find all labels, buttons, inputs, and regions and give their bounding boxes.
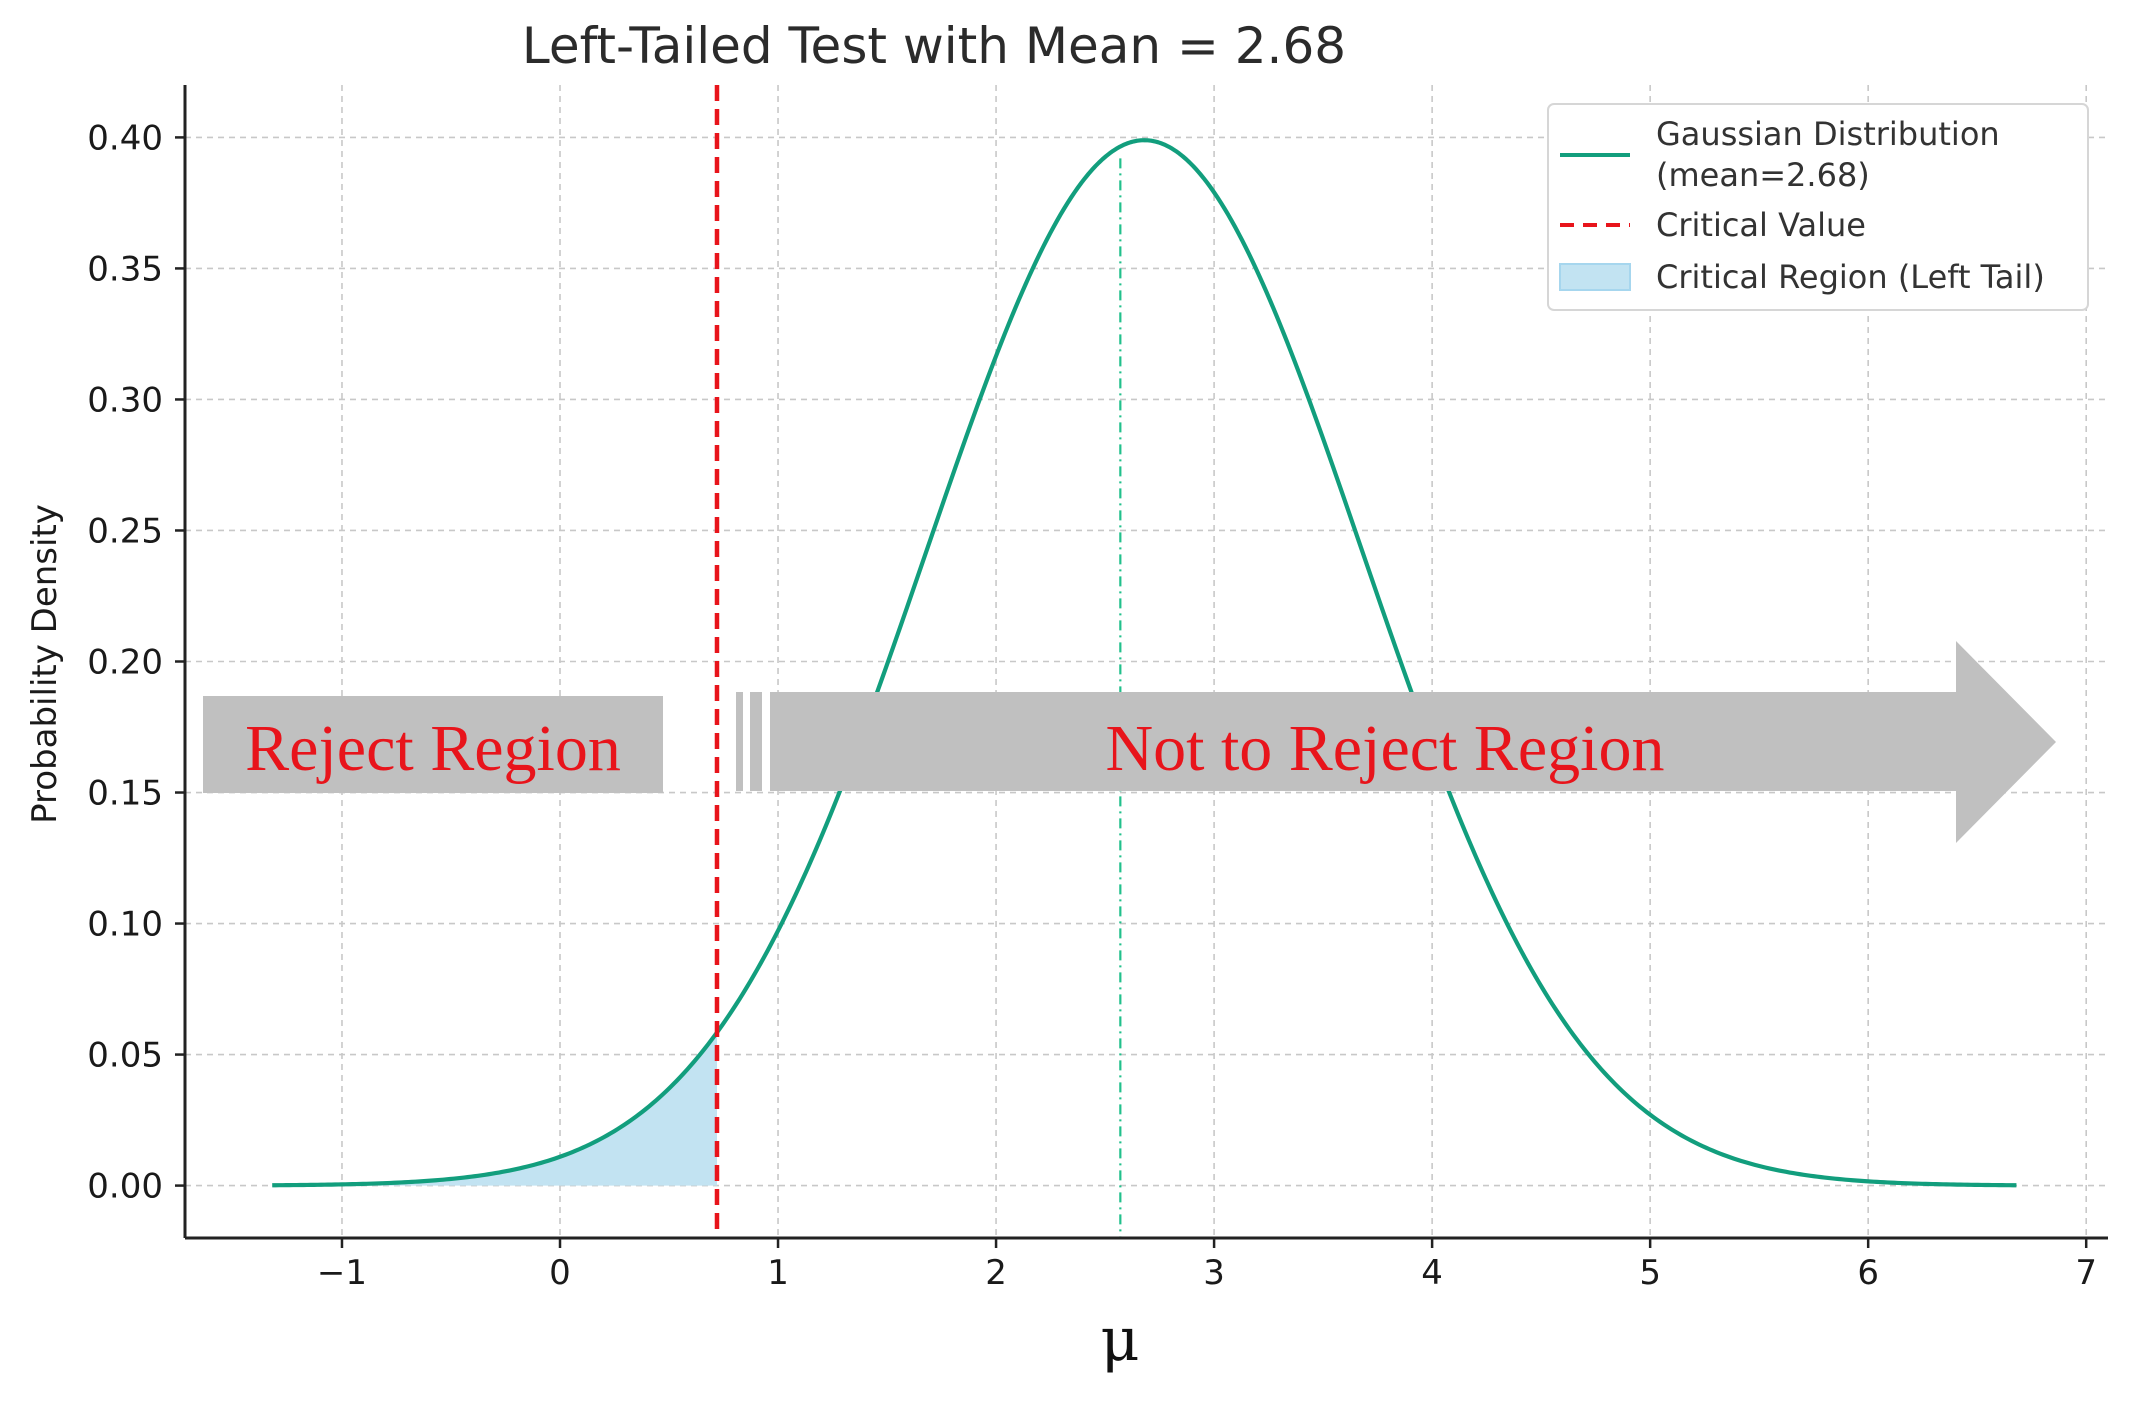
x-tick-label: 0: [549, 1253, 571, 1293]
y-tick-label: 0.10: [87, 905, 163, 945]
legend-frame: [1547, 103, 2089, 311]
arrow-stripe-1: [736, 692, 743, 791]
x-tick-label: 6: [1857, 1253, 1879, 1293]
region-annotations: Reject Region Not to Reject Region: [203, 641, 2056, 843]
x-tick-label: 7: [2075, 1253, 2097, 1293]
legend-region-swatch: [1559, 263, 1631, 291]
x-tick-label: 4: [1421, 1253, 1443, 1293]
y-tick-label: 0.05: [87, 1036, 163, 1076]
reject-region-label: Reject Region: [245, 712, 621, 785]
not-reject-arrow: [770, 641, 2056, 843]
not-reject-region-label: Not to Reject Region: [1105, 712, 1664, 785]
legend-gaussian-label: Gaussian Distribution: [1656, 115, 2000, 153]
x-tick-label: 2: [985, 1253, 1007, 1293]
x-tick-label: −1: [317, 1253, 367, 1293]
legend-critical-label: Critical Value: [1656, 206, 1866, 244]
y-tick-label: 0.40: [87, 118, 163, 158]
reject-region-box: [203, 696, 663, 793]
x-tick-label: 1: [767, 1253, 789, 1293]
y-tick-label: 0.25: [87, 511, 163, 551]
y-tick-label: 0.35: [87, 249, 163, 289]
legend: Gaussian Distribution (mean=2.68) Critic…: [1547, 103, 2089, 311]
arrow-stripe-2: [750, 692, 762, 791]
chart-title: Left-Tailed Test with Mean = 2.68: [522, 17, 1346, 75]
x-tick-label: 3: [1203, 1253, 1225, 1293]
gaussian-curve: [272, 138, 2017, 1188]
x-tick-label: 5: [1639, 1253, 1661, 1293]
y-tick-label: 0.30: [87, 380, 163, 420]
tick-labels: −1 0 1 2 3 4 5 6 7 0.00 0.05 0.10 0.15 0.20 0.25 0.30 0.…: [87, 118, 2097, 1293]
critical-region-fill: [272, 1032, 717, 1186]
curve-layer: [272, 138, 2017, 1188]
y-axis-label: Probability Density: [25, 504, 65, 824]
y-tick-label: 0.20: [87, 643, 163, 683]
legend-region-label: Critical Region (Left Tail): [1656, 258, 2045, 296]
x-axis-label: μ: [1101, 1305, 1140, 1375]
y-tick-label: 0.00: [87, 1167, 163, 1207]
critical-region-fill-layer: [272, 1032, 717, 1186]
legend-gaussian-label-2: (mean=2.68): [1656, 156, 1870, 194]
y-tick-label: 0.15: [87, 774, 163, 814]
